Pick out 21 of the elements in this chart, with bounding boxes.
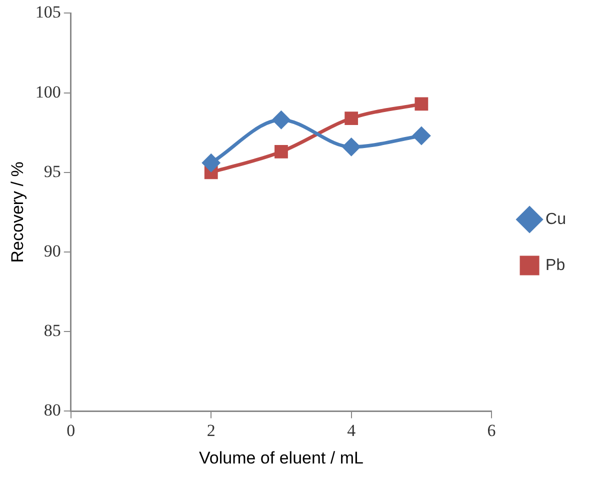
legend-label: Pb <box>546 256 566 274</box>
x-tick-label: 6 <box>487 420 496 440</box>
y-tick-label: 95 <box>44 162 61 181</box>
x-tick-label: 2 <box>206 420 216 440</box>
y-tick-label: 100 <box>35 82 61 102</box>
x-tick-label: 0 <box>66 420 76 440</box>
point <box>342 138 360 156</box>
point <box>414 97 428 111</box>
y-tick-label: 80 <box>44 400 61 420</box>
y-tick-label: 105 <box>35 2 61 22</box>
point <box>412 127 430 145</box>
y-tick-label: 90 <box>44 241 61 260</box>
x-axis-title: Volume of eluent / mL <box>199 448 364 468</box>
point <box>274 145 288 158</box>
y-tick-label: 85 <box>44 321 61 340</box>
point <box>202 154 220 172</box>
point <box>344 112 358 125</box>
y-axis-title: Recovery / % <box>8 162 27 263</box>
x-tick-label: 4 <box>347 420 356 440</box>
point <box>272 111 290 129</box>
legend-label: Cu <box>546 210 566 228</box>
